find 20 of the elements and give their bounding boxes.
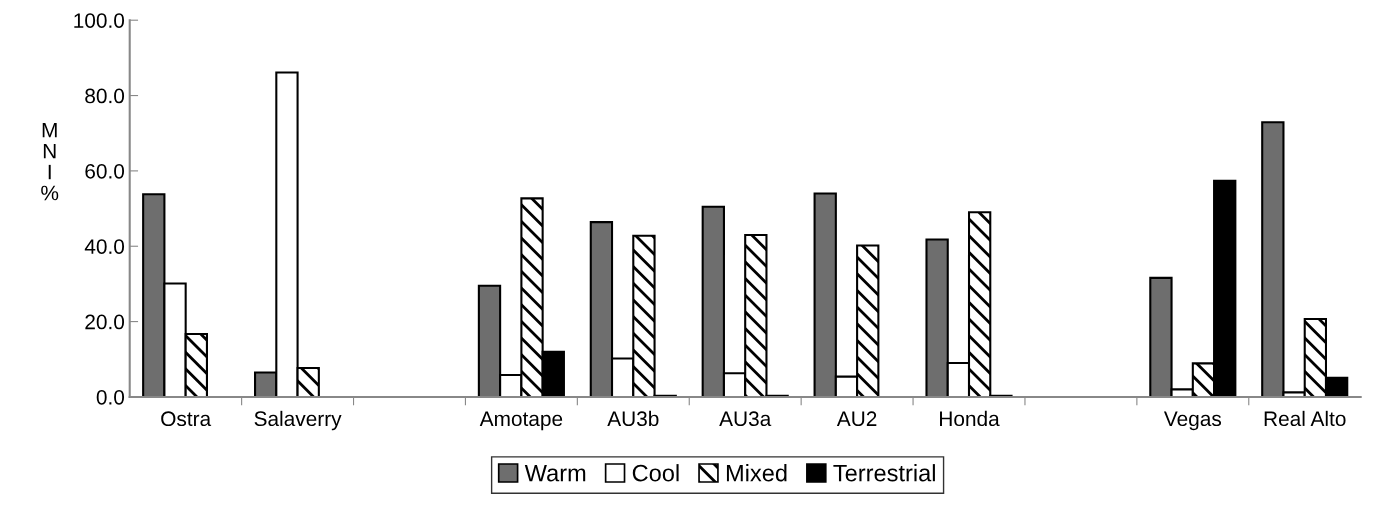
x-tick-label: Salaverry xyxy=(254,410,342,431)
y-tick-label: 40.0 xyxy=(84,239,125,254)
y-axis-title: M N I % xyxy=(41,123,59,201)
y-tick-label: 0.0 xyxy=(96,389,125,405)
y-tick-label: 80.0 xyxy=(85,88,125,104)
x-tick-label: AU3b xyxy=(607,410,659,427)
x-tick-label: Honda xyxy=(940,410,1000,427)
x-tick-label: AU3a xyxy=(719,411,772,427)
legend-label: Mixed xyxy=(726,464,787,482)
y-tick-label: 100.0 xyxy=(74,13,125,28)
x-tick-label: AU2 xyxy=(836,411,877,427)
legend-label: Cool xyxy=(632,464,679,482)
legend-label: Warm xyxy=(524,464,586,482)
x-tick-label: Amotape xyxy=(479,411,563,431)
legend-label: Terrestrial xyxy=(833,464,935,482)
x-tick-label: Vegas xyxy=(1163,411,1222,431)
y-tick-label: 20.0 xyxy=(85,314,125,330)
x-tick-label: Real Alto xyxy=(1264,410,1346,427)
x-tick-label: Ostra xyxy=(161,411,212,427)
y-tick-label: 60.0 xyxy=(85,163,125,179)
